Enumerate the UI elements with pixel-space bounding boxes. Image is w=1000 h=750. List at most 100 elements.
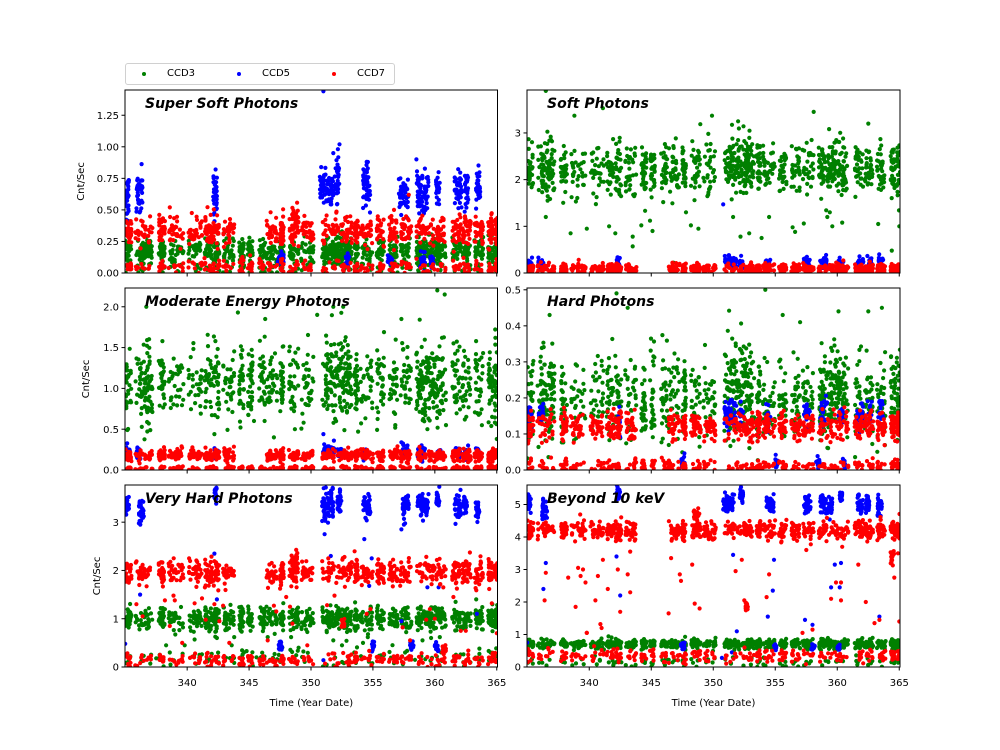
ccd5-point [464, 179, 470, 184]
ccd7-point [546, 263, 551, 268]
ccd3-point [830, 175, 835, 180]
ccd7-point [290, 225, 295, 231]
ccd3-point [889, 196, 894, 201]
ccd3-point [761, 143, 766, 148]
ccd5-point [125, 188, 128, 193]
ccd3-point [634, 172, 639, 177]
ccd5-point [139, 184, 145, 189]
ccd3-point [197, 240, 202, 245]
ccd3-point [618, 157, 623, 162]
ccd7-point [135, 228, 140, 233]
ccd7-point [214, 241, 219, 246]
ccd7-point [712, 264, 717, 269]
ccd3-point [267, 256, 272, 261]
ccd3-point [422, 243, 427, 248]
ccd3-point [880, 159, 885, 164]
ccd3-point [860, 166, 865, 171]
ccd3-point [417, 245, 422, 250]
ccd3-point [615, 175, 620, 180]
ccd7-point [186, 259, 191, 264]
ccd7-point [461, 233, 466, 238]
ccd7-point [348, 214, 353, 219]
ccd3-point [702, 179, 707, 184]
ccd7-point [583, 266, 588, 271]
ccd3-point [650, 228, 655, 234]
ccd5-point [729, 256, 735, 261]
ccd3-point [643, 158, 648, 163]
ccd7-point [281, 207, 286, 212]
ccd3-point [845, 163, 850, 168]
ccd3-point [809, 137, 814, 143]
ccd7-point [493, 237, 498, 242]
ccd7-point [391, 247, 397, 253]
ccd7-point [211, 230, 216, 235]
ccd7-point [578, 270, 583, 273]
ccd3-point [221, 254, 226, 259]
ccd5-point [135, 185, 140, 190]
ccd3-point [206, 243, 211, 248]
ccd7-point [495, 265, 498, 270]
ccd3-point [878, 177, 884, 182]
ccd7-point [692, 263, 697, 269]
ccd7-point [291, 242, 296, 247]
ccd7-point [211, 207, 216, 212]
ccd3-point [563, 173, 568, 178]
ccd7-point [673, 269, 678, 273]
ccd7-point [425, 269, 431, 273]
ccd7-point [467, 220, 472, 225]
ccd7-point [215, 213, 220, 218]
ccd3-point [868, 158, 873, 163]
ccd5-point [319, 185, 324, 190]
ccd7-point [783, 266, 788, 271]
ccd3-point [148, 251, 153, 256]
ccd3-point [747, 179, 752, 184]
ccd5-point [214, 200, 219, 205]
ccd3-point [789, 144, 794, 149]
ccd5-point [768, 257, 773, 262]
ccd3-point [771, 141, 776, 146]
ccd3-point [563, 179, 568, 184]
ccd3-point [809, 152, 814, 157]
ccd3-point [192, 248, 197, 253]
ccd5-point [422, 166, 427, 171]
ccd7-point [494, 257, 498, 262]
ccd3-point [230, 258, 236, 263]
ccd3-point [767, 180, 772, 185]
ccd7-point [128, 261, 133, 266]
ccd7-point [288, 269, 293, 273]
ccd7-point [295, 200, 300, 205]
ccd5-point [457, 200, 462, 205]
ccd5-point [418, 186, 423, 191]
ccd3-point [771, 161, 777, 166]
ccd7-point [634, 265, 639, 270]
ccd3-point [364, 253, 369, 258]
ccd7-point [199, 263, 204, 268]
ccd3-point [741, 179, 746, 184]
ccd5-point [335, 147, 340, 152]
ccd5-point [821, 256, 827, 261]
ccd7-point [355, 264, 360, 269]
ccd3-point [341, 242, 346, 247]
ccd5-point [837, 255, 842, 260]
ccd7-point [211, 225, 216, 230]
ccd3-point [805, 181, 810, 186]
ccd5-point [365, 166, 370, 171]
ccd7-point [352, 232, 357, 237]
ccd3-point [784, 179, 789, 184]
ccd3-point [580, 151, 586, 156]
ccd7-point [381, 244, 387, 249]
ccd7-point [334, 258, 339, 263]
ccd3-point [607, 160, 612, 165]
ccd5-point [334, 183, 339, 188]
ccd5-point [134, 209, 139, 214]
ccd3-point [610, 168, 615, 173]
ccd7-point [430, 237, 435, 242]
ccd3-point [160, 270, 165, 273]
ccd3-point [327, 243, 333, 248]
ccd3-point [190, 254, 195, 259]
ccd3-point [588, 170, 594, 175]
ccd3-point [608, 163, 613, 168]
ccd7-point [439, 264, 444, 269]
ccd7-point [128, 266, 133, 271]
ccd3-point [360, 255, 365, 260]
